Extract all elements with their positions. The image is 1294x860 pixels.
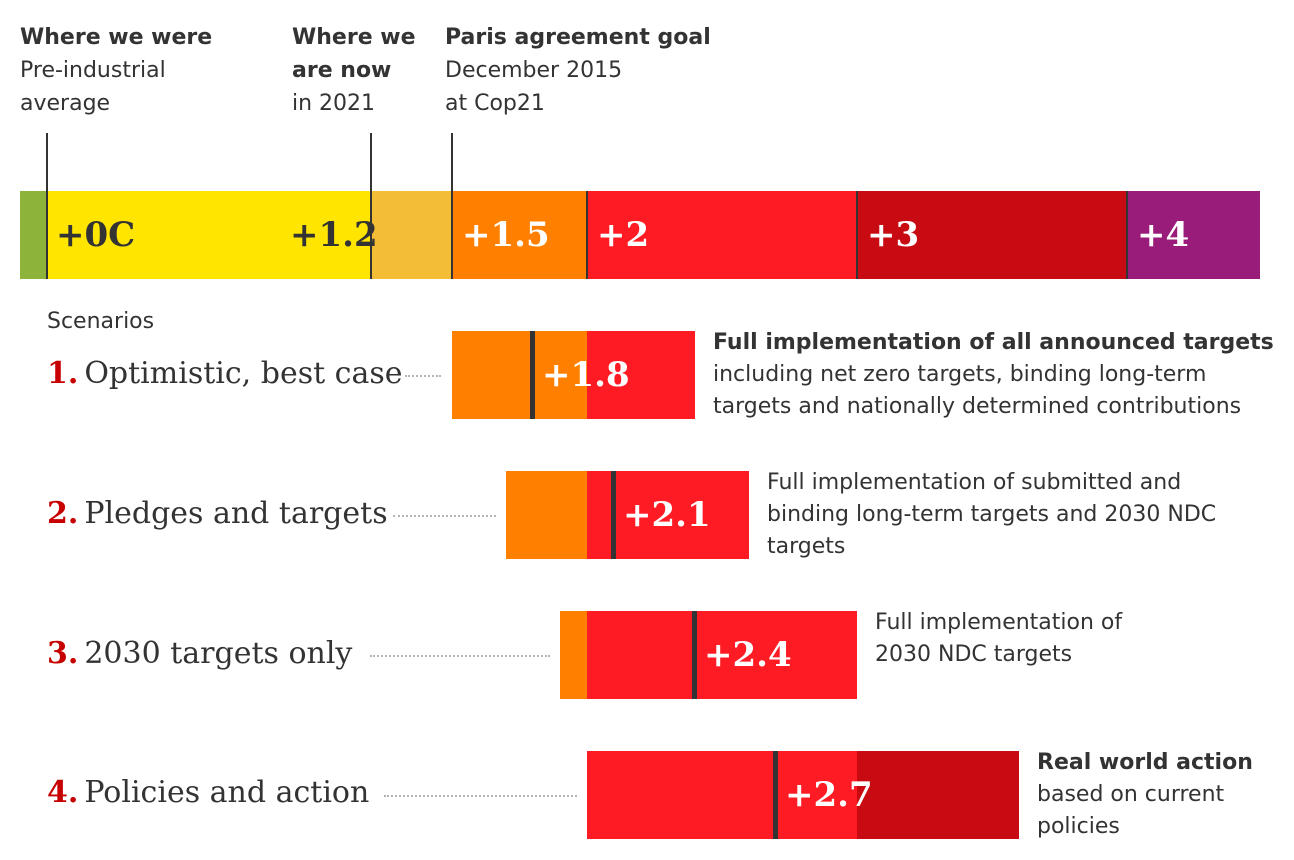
scale-seg-red <box>587 191 857 279</box>
header-paris-line2: December 2015 <box>445 58 623 83</box>
scale-seg-purple <box>1127 191 1260 279</box>
header-where-we-were-line3: average <box>20 91 111 116</box>
scenario-4-seg-red <box>587 751 857 839</box>
header-now-title-line1: Where we <box>292 25 416 50</box>
scenario-2-value: +2.1 <box>623 495 711 535</box>
scale-sep-4 <box>1126 191 1128 279</box>
header-paris-line3: at Cop21 <box>445 91 545 116</box>
scenario-3-number: 3. <box>47 636 79 671</box>
scenario-1-desc-line1: including net zero targets, binding long… <box>713 362 1207 387</box>
scenario-3-seg-orange <box>560 611 587 699</box>
scenario-3-bar: +2.4 <box>560 611 857 699</box>
header-now-title-line2: are now <box>292 58 392 83</box>
scale-sep-1-2 <box>370 191 372 279</box>
scale-label-4: +4 <box>1137 215 1190 255</box>
header-paris-goal: Paris agreement goal December 2015 at Co… <box>445 21 711 120</box>
scenario-2-marker <box>611 471 616 559</box>
scenario-4-value: +2.7 <box>785 775 873 815</box>
scenario-1-bar: +1.8 <box>452 331 695 419</box>
header-paris-title: Paris agreement goal <box>445 25 711 50</box>
scenario-4-desc-line1: based on current <box>1037 782 1225 807</box>
scenario-3-name: 2030 targets only <box>84 636 353 671</box>
scenario-1-leader <box>405 375 441 377</box>
header-where-we-are-now: Where we are now in 2021 <box>292 21 416 120</box>
header-where-we-were-line2: Pre-industrial <box>20 58 166 83</box>
scenario-4-leader <box>384 795 577 797</box>
scenario-4-bar: +2.7 <box>587 751 1019 839</box>
scale-label-3: +3 <box>867 215 920 255</box>
scenario-1-description: Full implementation of all announced tar… <box>713 327 1274 423</box>
scale-seg-gold <box>371 191 452 279</box>
header-now-line3: in 2021 <box>292 91 376 116</box>
temperature-scale: +0C +1.2 +1.5 +2 +3 +4 <box>20 191 1260 279</box>
scenario-4-desc-line2: policies <box>1037 814 1120 839</box>
scale-label-1-2: +1.2 <box>290 215 378 255</box>
scenario-3-marker <box>692 611 697 699</box>
marker-line-pre-industrial <box>46 133 48 191</box>
scale-seg-orange <box>452 191 587 279</box>
header-where-we-were: Where we were Pre-industrial average <box>20 21 212 120</box>
scenario-1-name: Optimistic, best case <box>84 356 403 391</box>
scenario-1-value: +1.8 <box>542 355 630 395</box>
scenario-2-name: Pledges and targets <box>84 496 388 531</box>
scenario-2-desc-line1: Full implementation of submitted and <box>767 470 1182 495</box>
scenario-3-description: Full implementation of 2030 NDC targets <box>875 607 1122 671</box>
scale-sep-0 <box>46 191 48 279</box>
scenario-3-seg-red <box>587 611 857 699</box>
scenario-3-desc-line1: Full implementation of <box>875 610 1123 635</box>
scenario-4-name: Policies and action <box>84 775 370 810</box>
scenario-2-leader <box>393 515 496 517</box>
scenario-4-marker <box>773 751 778 839</box>
scale-sep-2 <box>586 191 588 279</box>
scenario-1-desc-line2: targets and nationally determined contri… <box>713 394 1242 419</box>
scale-seg-green <box>20 191 47 279</box>
scenario-1-number: 1. <box>47 356 79 391</box>
scenario-4-seg-darkred <box>857 751 1019 839</box>
scale-label-0: +0C <box>56 215 136 255</box>
scenario-1-label: 1. Optimistic, best case <box>47 354 403 394</box>
scenario-3-leader <box>370 655 550 657</box>
scale-label-2: +2 <box>597 215 650 255</box>
scale-label-1-5: +1.5 <box>462 215 550 255</box>
scenario-2-desc-line2: binding long-term targets and 2030 NDC <box>767 502 1217 527</box>
scenario-3-desc-line2: 2030 NDC targets <box>875 642 1073 667</box>
scale-seg-yellow <box>47 191 371 279</box>
scenario-2-desc-line3: targets <box>767 534 846 559</box>
header-where-we-were-title: Where we were <box>20 25 213 50</box>
scenario-1-marker <box>530 331 535 419</box>
scenario-2-seg-orange <box>506 471 587 559</box>
scenario-3-value: +2.4 <box>704 635 792 675</box>
scale-sep-3 <box>856 191 858 279</box>
scenario-2-description: Full implementation of submitted and bin… <box>767 467 1216 563</box>
marker-line-paris <box>451 133 453 191</box>
scenario-4-label: 4. Policies and action <box>47 773 369 813</box>
scenario-2-label: 2. Pledges and targets <box>47 494 388 534</box>
scenario-4-desc-bold: Real world action <box>1037 750 1253 775</box>
scenario-1-seg-orange <box>452 331 587 419</box>
scale-sep-1-5 <box>451 191 453 279</box>
scale-seg-darkred <box>857 191 1127 279</box>
scenarios-title: Scenarios <box>47 309 155 334</box>
scenario-2-number: 2. <box>47 496 79 531</box>
scenario-2-bar: +2.1 <box>506 471 749 559</box>
marker-line-now <box>370 133 372 191</box>
scenario-1-desc-bold: Full implementation of all announced tar… <box>713 330 1274 355</box>
scenario-4-number: 4. <box>47 775 79 810</box>
scenario-3-label: 3. 2030 targets only <box>47 634 352 674</box>
scenario-1-seg-red <box>587 331 695 419</box>
scenario-4-description: Real world action based on current polic… <box>1037 747 1253 843</box>
